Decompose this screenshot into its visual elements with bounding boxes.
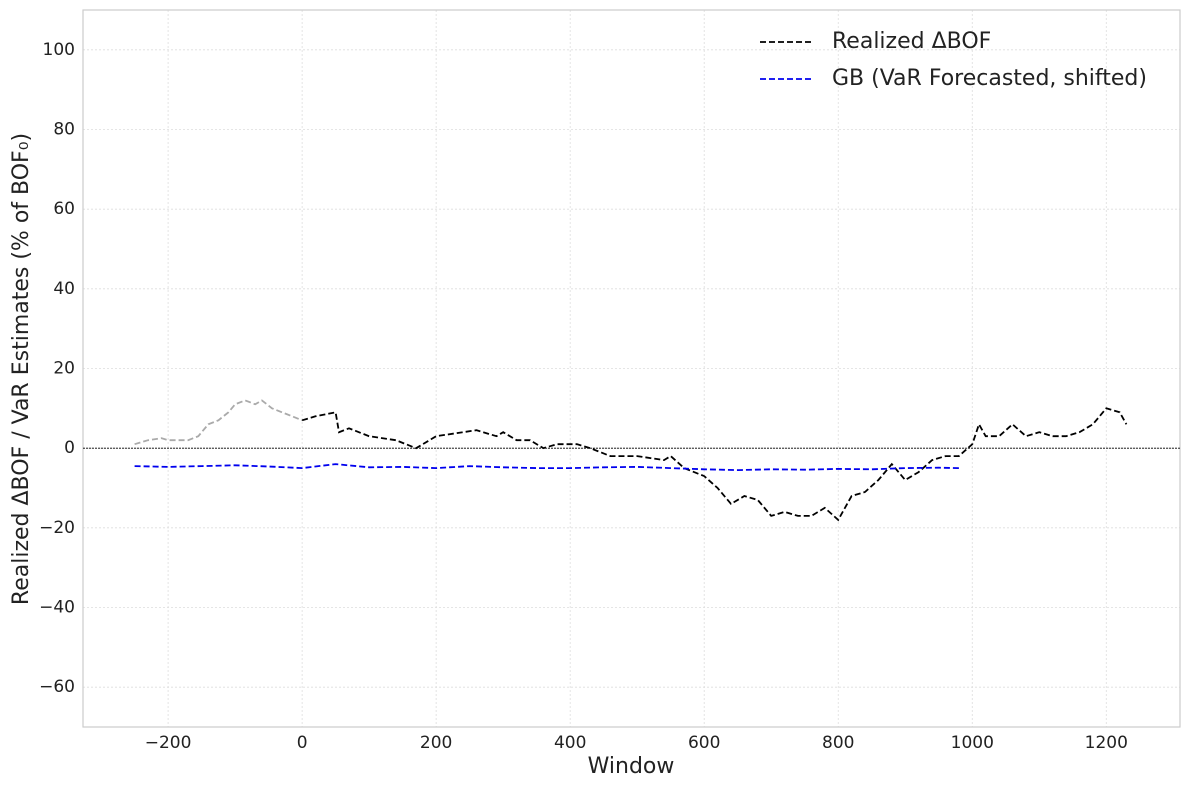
y-tick-label: −20: [39, 518, 75, 538]
line-series: [134, 399, 303, 446]
x-tick-label: 400: [554, 733, 586, 753]
y-tick-label: −40: [39, 598, 75, 618]
line-series: [301, 407, 1128, 522]
y-tick-label: 80: [53, 120, 75, 140]
y-axis-label: Realized ΔBOF / VaR Estimates (% of BOF₀…: [9, 133, 34, 605]
y-tick-label: 40: [53, 279, 75, 299]
plot-frame: [82, 9, 1181, 728]
x-tick-label: 200: [420, 733, 452, 753]
x-tick-label: 800: [822, 733, 854, 753]
x-tick-label: 1000: [951, 733, 994, 753]
y-tick-label: 60: [53, 199, 75, 219]
y-tick-label: 0: [64, 438, 75, 458]
x-axis-label: Window: [588, 754, 675, 779]
legend-label: GB (VaR Forecasted, shifted): [832, 66, 1147, 91]
y-tick-label: 20: [53, 359, 75, 379]
x-tick-label: −200: [145, 733, 192, 753]
y-tick-label: 100: [43, 40, 75, 60]
x-tick-label: 1200: [1085, 733, 1128, 753]
y-tick-label: −60: [39, 677, 75, 697]
legend-label: Realized ΔBOF: [832, 29, 991, 54]
x-tick-label: 0: [297, 733, 308, 753]
line-series: [134, 463, 959, 472]
x-tick-label: 600: [688, 733, 720, 753]
